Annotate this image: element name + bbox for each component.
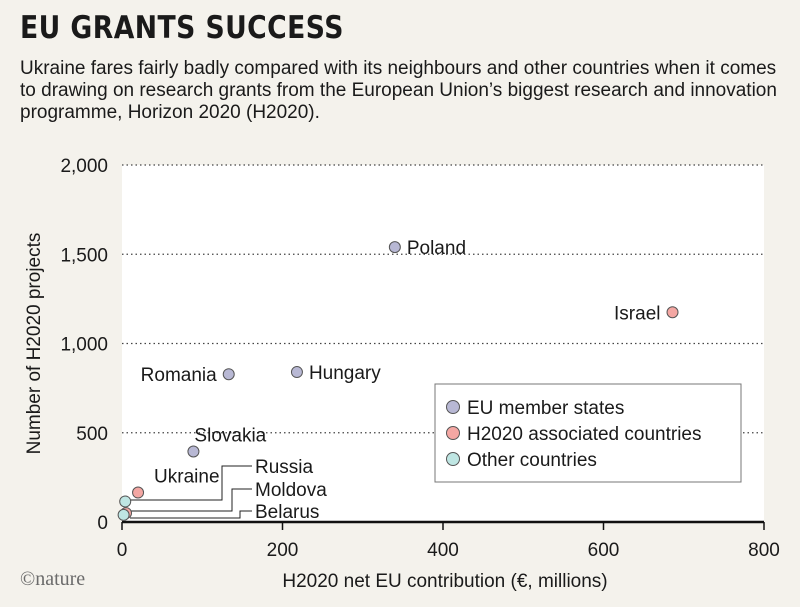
leader-line — [130, 465, 252, 501]
data-label: Romania — [141, 365, 217, 386]
data-point — [666, 306, 679, 319]
x-tick-label: 400 — [427, 540, 459, 561]
x-tick-label: 0 — [117, 540, 128, 561]
data-label: Ukraine — [154, 467, 219, 488]
data-label: Slovakia — [194, 425, 266, 446]
data-label: Belarus — [255, 502, 319, 523]
y-tick-label: 1,000 — [60, 335, 108, 356]
x-axis-label: H2020 net EU contribution (€, millions) — [282, 571, 607, 592]
data-label: Russia — [255, 457, 314, 478]
y-tick-label: 500 — [76, 424, 108, 445]
chart-title: EU GRANTS SUCCESS — [20, 10, 344, 46]
y-tick-label: 2,000 — [60, 156, 108, 177]
chart-subtitle: Ukraine fares fairly badly compared with… — [20, 58, 777, 123]
data-point — [117, 508, 130, 521]
data-label: Poland — [407, 238, 466, 259]
y-axis-label: Number of H2020 projects — [24, 233, 45, 455]
data-point — [222, 368, 235, 381]
data-label: Israel — [614, 303, 660, 324]
legend-swatch — [446, 426, 460, 440]
x-tick-label: 200 — [267, 540, 299, 561]
data-point — [187, 445, 200, 458]
x-tick-label: 800 — [748, 540, 780, 561]
leader-line — [130, 510, 252, 519]
leader-line — [130, 488, 252, 512]
data-label: Hungary — [309, 363, 381, 384]
data-point — [119, 495, 132, 508]
data-point — [290, 366, 303, 379]
data-point — [132, 486, 145, 499]
legend-box — [434, 383, 742, 483]
data-point — [388, 241, 401, 254]
legend-label: H2020 associated countries — [467, 424, 701, 445]
nature-logo: ©nature — [20, 568, 86, 590]
y-tick-label: 1,500 — [60, 245, 108, 266]
legend-swatch — [446, 400, 460, 414]
y-tick-label: 0 — [97, 513, 108, 534]
legend-swatch — [446, 452, 460, 466]
legend-label: EU member states — [467, 398, 624, 419]
x-tick-label: 600 — [588, 540, 620, 561]
data-label: Moldova — [255, 480, 327, 501]
legend-label: Other countries — [467, 450, 597, 471]
